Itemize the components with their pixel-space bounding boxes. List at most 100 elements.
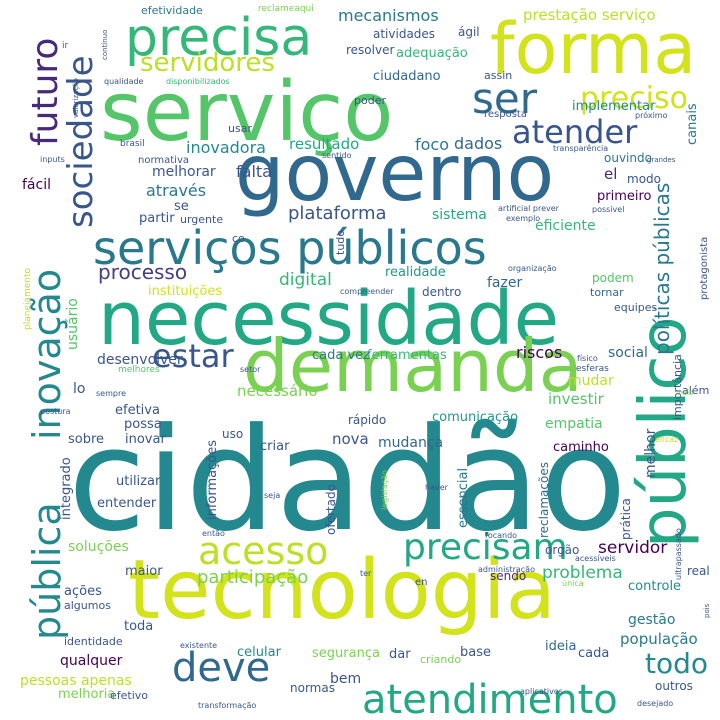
word-forma: forma xyxy=(490,8,697,90)
word-criando: criando xyxy=(420,653,462,666)
word-primeiro: primeiro xyxy=(597,189,652,204)
word-transparencia: transparência xyxy=(553,144,609,153)
word-futuro: futuro xyxy=(25,37,66,146)
word-precisam: precisam xyxy=(403,527,568,568)
word-eficiente: eficiente xyxy=(535,218,596,234)
word-possivel: possível xyxy=(592,205,625,214)
word-pratica: prática xyxy=(619,498,633,540)
word-esferas: esferas xyxy=(576,364,609,374)
word-atividades: atividades xyxy=(373,27,436,41)
word-desenvolver: desenvolver xyxy=(97,352,183,368)
word-ideia: ideia xyxy=(545,639,577,654)
word-sendo: sendo xyxy=(490,569,527,583)
word-base: base xyxy=(460,645,491,660)
word-servidores: servidores xyxy=(140,48,275,78)
word-usuario: usuário xyxy=(65,298,81,350)
word-reclameaqui: reclameaqui xyxy=(258,4,314,14)
word-inovar: inovar xyxy=(125,432,166,447)
word-administracao: administração xyxy=(478,565,535,574)
word-controle: controle xyxy=(628,579,682,594)
word-poder: poder xyxy=(354,94,386,107)
word-facil: fácil xyxy=(22,177,51,193)
word-dar: dar xyxy=(389,647,411,662)
word-plataforma: plataforma xyxy=(288,203,387,224)
word-atendimento: atendimento xyxy=(362,677,618,720)
word-lo: lo xyxy=(73,381,86,397)
word-ter: ter xyxy=(360,569,372,578)
word-criar: criar xyxy=(260,439,290,454)
word-todo: todo xyxy=(645,647,709,680)
word-rapido: rápido xyxy=(348,413,387,427)
word-adequacao: adequação xyxy=(396,46,468,61)
word-sistema: sistema xyxy=(432,207,487,223)
word-populacao: população xyxy=(620,630,698,648)
word-partir: partir xyxy=(139,211,175,226)
word-seguranca: segurança xyxy=(312,646,380,661)
word-valorizacao: valorização xyxy=(72,78,80,118)
word-empatia: empatia xyxy=(545,416,603,432)
word-postura: postura xyxy=(40,407,71,416)
word-uso: uso xyxy=(222,427,244,441)
word-sobre: sobre xyxy=(68,432,105,447)
word-alem: além xyxy=(682,384,710,397)
word-fisico: físico xyxy=(577,354,598,363)
word-desejado: desejado xyxy=(637,699,674,708)
word-brasil: brasil xyxy=(120,139,145,149)
word-servicos-publicos: serviços públicos xyxy=(93,221,487,275)
word-grandes: grandes xyxy=(647,156,676,164)
word-se: se xyxy=(174,199,189,214)
word-usar: usar xyxy=(228,122,252,135)
word-sempre: sempre xyxy=(96,389,126,398)
word-acoes: ações xyxy=(64,584,102,599)
word-ciudadano: ciudadano xyxy=(373,69,441,84)
word-fazer: fazer xyxy=(487,275,523,291)
word-podem: podem xyxy=(592,271,634,285)
word-possa: possa xyxy=(124,417,162,432)
word-qualquer: qualquer xyxy=(60,653,123,669)
word-reclamacoes: reclamações xyxy=(537,462,551,538)
word-foco: foco xyxy=(415,135,450,154)
word-cada: cada xyxy=(578,646,610,661)
word-efetiva: efetiva xyxy=(115,403,160,418)
word-necessidade: necessidade xyxy=(98,276,560,362)
word-cidadao: cidadão xyxy=(68,398,627,563)
word-informacoes: informações xyxy=(205,440,220,520)
word-bem: bem xyxy=(330,671,362,687)
word-riscos: riscos xyxy=(516,343,563,362)
word-eficaz: eficaz xyxy=(655,435,679,444)
word-urgente: urgente xyxy=(180,213,224,226)
word-canais: canais xyxy=(685,103,700,145)
word-el: el xyxy=(604,165,618,183)
word-estar: estar xyxy=(152,337,234,375)
word-ouvindo: ouvindo xyxy=(604,151,652,165)
word-sociedade: sociedade xyxy=(61,55,101,229)
word-resposta: resposta xyxy=(484,109,527,120)
word-dados: dados xyxy=(454,134,503,153)
word-normativa: normativa xyxy=(138,155,190,166)
word-cada-vez: cada vez xyxy=(312,348,370,363)
word-pois: pois xyxy=(703,603,711,618)
word-falta: falta xyxy=(236,162,272,181)
word-dentro: dentro xyxy=(422,285,462,299)
word-aplicativos: aplicativos xyxy=(520,687,563,696)
word-modo: modo xyxy=(627,172,661,186)
word-melhores: melhores xyxy=(118,365,160,375)
word-haver: haver xyxy=(425,483,448,492)
word-focando: focando xyxy=(485,531,518,540)
word-problema: problema xyxy=(542,563,623,583)
word-realidade: realidade xyxy=(385,265,446,280)
word-acessiveis: acessíveis xyxy=(575,554,616,563)
word-digital: digital xyxy=(279,270,332,290)
word-resultado: resultado xyxy=(289,135,360,153)
word-deve: deve xyxy=(172,645,271,691)
word-governo: governo xyxy=(235,129,555,219)
word-proximo: próximo xyxy=(635,111,668,120)
word-exemplo: exemplo xyxy=(506,214,541,223)
word-identidade: identidade xyxy=(64,635,123,648)
word-melhoria: melhoria xyxy=(58,687,116,702)
word-tornar: tornar xyxy=(590,286,624,299)
word-ofertado: ofertado xyxy=(324,484,338,535)
word-artificial-prever: artificial prever xyxy=(498,204,559,213)
word-tecnologia: tecnologia xyxy=(128,543,556,638)
